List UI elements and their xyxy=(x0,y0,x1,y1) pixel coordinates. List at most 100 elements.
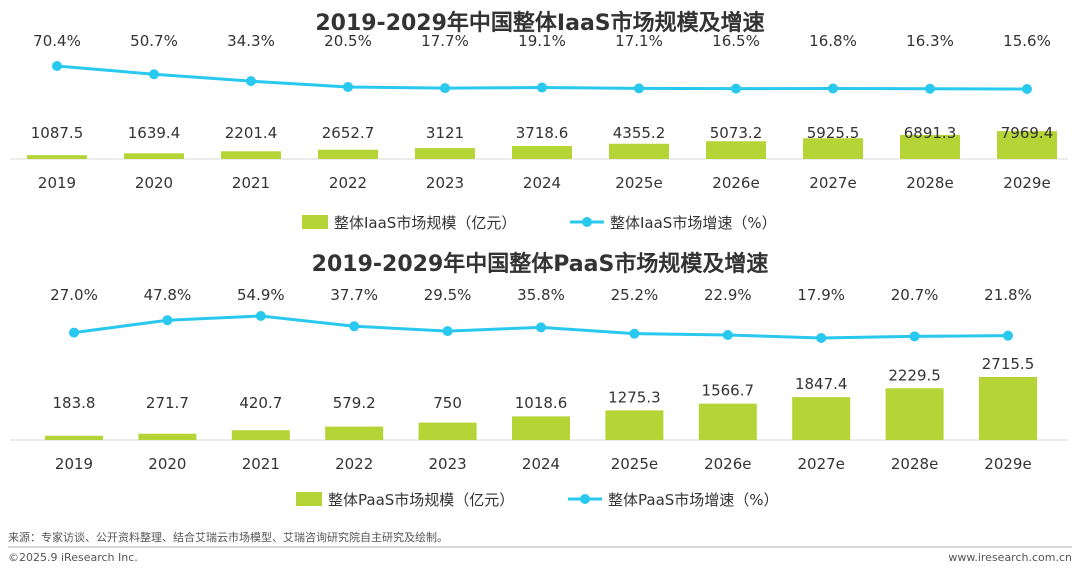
bar xyxy=(979,377,1037,440)
growth-value-label: 15.6% xyxy=(1003,32,1051,50)
source-note: 来源：专家访谈、公开资料整理、结合艾瑞云市场模型、艾瑞咨询研究院自主研究及绘制。 xyxy=(8,530,448,544)
growth-point xyxy=(149,69,159,80)
bar-value-label: 3121 xyxy=(426,124,464,142)
bar-value-label: 4355.2 xyxy=(613,124,666,142)
growth-value-label: 27.0% xyxy=(50,286,98,304)
legend-bar-swatch xyxy=(302,215,328,229)
x-tick-label: 2028e xyxy=(891,455,938,473)
bar xyxy=(138,433,197,440)
x-tick-label: 2027e xyxy=(797,455,844,473)
growth-value-label: 47.8% xyxy=(144,286,192,304)
bar-value-label: 2652.7 xyxy=(322,124,375,142)
growth-value-label: 22.9% xyxy=(704,286,752,304)
growth-point xyxy=(537,82,547,93)
paas-chart: 2019-2029年中国整体PaaS市场规模及增速 183.8 271.7 420.… xyxy=(10,251,1068,509)
x-tick-label: 2026e xyxy=(704,455,751,473)
growth-value-label: 19.1% xyxy=(518,32,566,50)
x-tick-label: 2025e xyxy=(611,455,658,473)
bar xyxy=(124,153,184,159)
growth-value-label: 21.8% xyxy=(984,286,1032,304)
growth-point xyxy=(536,322,546,333)
bar xyxy=(415,148,475,159)
bar xyxy=(221,151,281,159)
growth-value-label: 50.7% xyxy=(130,32,178,50)
bar-value-label: 1018.6 xyxy=(515,394,568,412)
x-tick-label: 2023 xyxy=(426,174,464,192)
x-tick-label: 2019 xyxy=(55,455,93,473)
iaas-chart: 2019-2029年中国整体IaaS市场规模及增速 1087.5 1639.4 22… xyxy=(10,10,1068,232)
iaas-growth-line: 70.4% 50.7% 34.3% 20.5% 17.7% 19.1% 17.1% 16.5%… xyxy=(33,32,1051,94)
bar xyxy=(803,138,863,159)
growth-value-label: 20.7% xyxy=(891,286,939,304)
bar xyxy=(997,131,1057,159)
paas-x-ticks: 2019 2020 2021 2022 2023 2024 2025e 2026e 2027e 2… xyxy=(55,455,1032,473)
bar xyxy=(45,435,103,440)
growth-value-label: 37.7% xyxy=(330,286,378,304)
bar xyxy=(231,430,290,440)
growth-value-label: 35.8% xyxy=(517,286,565,304)
bar-value-label: 6891.3 xyxy=(904,124,957,142)
iaas-x-ticks: 2019 2020 2021 2022 2023 2024 2025e 2026e 2027e 2… xyxy=(38,174,1051,192)
x-tick-label: 2020 xyxy=(148,455,186,473)
x-tick-label: 2026e xyxy=(712,174,759,192)
bar xyxy=(512,145,572,159)
growth-point xyxy=(246,76,256,87)
iaas-bars: 1087.5 1639.4 2201.4 2652.7 3121 3718.6 4355.2… xyxy=(27,124,1057,159)
legend-bar-swatch xyxy=(296,492,322,506)
growth-value-label: 16.5% xyxy=(712,32,760,50)
x-tick-label: 2024 xyxy=(522,455,560,473)
bar xyxy=(792,397,851,440)
growth-value-label: 34.3% xyxy=(227,32,275,50)
x-tick-label: 2029e xyxy=(1003,174,1050,192)
iaas-legend-line-label: 整体IaaS市场增速（%） xyxy=(610,214,777,232)
bar-value-label: 1847.4 xyxy=(795,375,848,393)
bar-value-label: 750 xyxy=(433,394,462,412)
paas-bars: 183.8 271.7 420.7 579.2 750 1018.6 1275.3 1566.… xyxy=(45,355,1037,440)
iaas-legend-bar-label: 整体IaaS市场规模（亿元） xyxy=(334,214,516,232)
bar-value-label: 5925.5 xyxy=(807,124,860,142)
growth-point xyxy=(722,330,733,341)
bar xyxy=(885,388,944,440)
growth-value-label: 25.2% xyxy=(611,286,659,304)
growth-point xyxy=(1003,330,1013,341)
legend-line-marker xyxy=(580,494,590,504)
bar xyxy=(318,149,378,159)
website: www.iresearch.com.cn xyxy=(948,551,1072,564)
bar xyxy=(706,141,766,159)
growth-point xyxy=(634,83,644,94)
bar-value-label: 1275.3 xyxy=(608,388,661,406)
growth-point xyxy=(828,83,838,94)
growth-point xyxy=(343,81,353,92)
growth-value-label: 54.9% xyxy=(237,286,285,304)
growth-value-label: 17.1% xyxy=(615,32,663,50)
x-tick-label: 2023 xyxy=(429,455,467,473)
growth-point xyxy=(629,328,640,339)
x-tick-label: 2028e xyxy=(906,174,953,192)
bar-value-label: 420.7 xyxy=(239,394,282,412)
x-tick-label: 2022 xyxy=(329,174,367,192)
growth-value-label: 29.5% xyxy=(424,286,472,304)
x-tick-label: 2021 xyxy=(242,455,280,473)
x-tick-label: 2025e xyxy=(615,174,662,192)
paas-legend-bar-label: 整体PaaS市场规模（亿元） xyxy=(328,491,514,509)
iaas-chart-title: 2019-2029年中国整体IaaS市场规模及增速 xyxy=(315,10,764,36)
bar-value-label: 2229.5 xyxy=(888,366,941,384)
bar-value-label: 7969.4 xyxy=(1001,124,1054,142)
growth-point xyxy=(442,326,453,337)
growth-point xyxy=(162,315,173,326)
paas-legend: 整体PaaS市场规模（亿元） 整体PaaS市场增速（%） xyxy=(296,491,779,509)
growth-point xyxy=(909,331,920,342)
growth-point xyxy=(816,333,827,343)
growth-point xyxy=(440,83,450,94)
legend-line-marker xyxy=(582,217,592,227)
bar-value-label: 2201.4 xyxy=(225,124,278,142)
x-tick-label: 2029e xyxy=(984,455,1031,473)
growth-value-label: 20.5% xyxy=(324,32,372,50)
growth-point xyxy=(255,311,266,321)
bar-value-label: 1087.5 xyxy=(31,124,84,142)
bar xyxy=(512,416,570,440)
growth-point xyxy=(69,327,79,338)
bar-value-label: 579.2 xyxy=(333,394,376,412)
growth-value-label: 70.4% xyxy=(33,32,81,50)
